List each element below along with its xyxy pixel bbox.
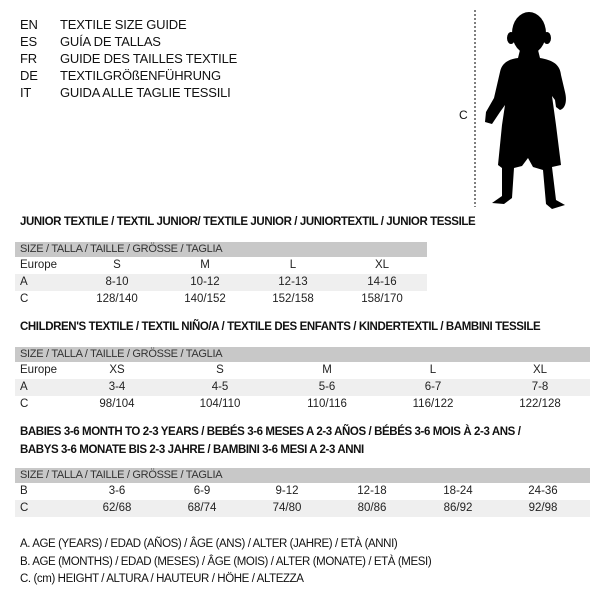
row-label: C <box>20 502 29 514</box>
children-table: SIZE / TALLA / TAILLE / GRÖSSE / TAGLIA … <box>15 347 590 413</box>
lang-title: GUÍA DE TALLAS <box>60 34 161 49</box>
lang-en: EN TEXTILE SIZE GUIDE <box>20 16 187 34</box>
lang-title: GUIDE DES TAILLES TEXTILE <box>60 51 238 66</box>
row-label: Europe <box>20 259 58 271</box>
cell: 104/110 <box>199 398 241 410</box>
table-row: A 3-4 4-5 5-6 6-7 7-8 <box>15 379 590 396</box>
table-row: B 3-6 6-9 9-12 12-18 18-24 24-36 <box>15 483 590 500</box>
cell: 5-6 <box>318 381 336 393</box>
cell: 116/122 <box>412 398 454 410</box>
cell: 110/116 <box>307 398 347 410</box>
lang-code: IT <box>20 85 32 100</box>
cell: 98/104 <box>99 398 135 410</box>
cell: M <box>200 259 210 271</box>
cell: 80/86 <box>357 502 387 514</box>
cell: 10-12 <box>190 276 220 288</box>
row-label: A <box>20 381 28 393</box>
cell: 68/74 <box>187 502 217 514</box>
legend-a: A. AGE (YEARS) / EDAD (AÑOS) / ÂGE (ANS)… <box>20 538 398 550</box>
table-row: C 128/140 140/152 152/158 158/170 <box>15 291 427 308</box>
cell: 152/158 <box>272 293 314 305</box>
table-row: A 8-10 10-12 12-13 14-16 <box>15 274 427 291</box>
cell: XS <box>109 364 125 376</box>
children-title: CHILDREN'S TEXTILE / TEXTIL NIÑO/A / TEX… <box>20 321 541 333</box>
cell: XL <box>532 364 548 376</box>
table-header: SIZE / TALLA / TAILLE / GRÖSSE / TAGLIA <box>15 468 590 483</box>
junior-table: SIZE / TALLA / TAILLE / GRÖSSE / TAGLIA … <box>15 242 427 308</box>
babies-table: SIZE / TALLA / TAILLE / GRÖSSE / TAGLIA … <box>15 468 590 517</box>
babies-title-line1: BABIES 3-6 MONTH TO 2-3 YEARS / BEBÉS 3-… <box>20 426 521 438</box>
cell: 128/140 <box>96 293 138 305</box>
row-label: C <box>20 398 29 410</box>
cell: 92/98 <box>528 502 558 514</box>
table-row: Europe XS S M L XL <box>15 362 590 379</box>
lang-it: IT GUIDA ALLE TAGLIE TESSILI <box>20 84 231 102</box>
junior-title: JUNIOR TEXTILE / TEXTIL JUNIOR/ TEXTILE … <box>20 216 476 228</box>
table-row: C 62/68 68/74 74/80 80/86 86/92 92/98 <box>15 500 590 517</box>
lang-code: DE <box>20 68 38 83</box>
child-silhouette-icon <box>474 10 566 209</box>
cell: 14-16 <box>367 276 397 288</box>
cell: 3-6 <box>108 485 126 497</box>
cell: 4-5 <box>211 381 229 393</box>
cell: 74/80 <box>272 502 302 514</box>
cell: L <box>429 364 437 376</box>
lang-title: TEXTILGRÖßENFÜHRUNG <box>60 68 221 83</box>
legend-b: B. AGE (MONTHS) / EDAD (MESES) / ÂGE (MO… <box>20 556 432 568</box>
lang-code: FR <box>20 51 37 66</box>
table-header: SIZE / TALLA / TAILLE / GRÖSSE / TAGLIA <box>15 347 590 362</box>
lang-code: ES <box>20 34 37 49</box>
cell: S <box>113 259 121 271</box>
legend-c: C. (cm) HEIGHT / ALTURA / HAUTEUR / HÖHE… <box>20 573 304 585</box>
babies-title-line2: BABYS 3-6 MONATE BIS 2-3 JAHRE / BAMBINI… <box>20 444 364 456</box>
cell: 122/128 <box>519 398 561 410</box>
cell: 8-10 <box>105 276 129 288</box>
row-label: Europe <box>20 364 58 376</box>
cell: 18-24 <box>443 485 473 497</box>
cell: 6-7 <box>424 381 442 393</box>
cell: M <box>322 364 332 376</box>
height-label: C <box>459 108 468 122</box>
cell: 86/92 <box>443 502 473 514</box>
cell: 158/170 <box>361 293 403 305</box>
table-row: Europe S M L XL <box>15 257 427 274</box>
lang-fr: FR GUIDE DES TAILLES TEXTILE <box>20 50 237 68</box>
lang-title: GUIDA ALLE TAGLIE TESSILI <box>60 85 231 100</box>
cell: 12-18 <box>357 485 387 497</box>
cell: 7-8 <box>531 381 549 393</box>
lang-code: EN <box>20 17 38 32</box>
cell: 12-13 <box>278 276 308 288</box>
cell: S <box>216 364 224 376</box>
table-row: C 98/104 104/110 110/116 116/122 122/128 <box>15 396 590 413</box>
lang-es: ES GUÍA DE TALLAS <box>20 33 161 51</box>
row-label: B <box>20 485 28 497</box>
cell: 140/152 <box>184 293 226 305</box>
row-label: C <box>20 293 29 305</box>
cell: 3-4 <box>108 381 126 393</box>
table-header: SIZE / TALLA / TAILLE / GRÖSSE / TAGLIA <box>15 242 427 257</box>
cell: 9-12 <box>275 485 299 497</box>
lang-de: DE TEXTILGRÖßENFÜHRUNG <box>20 67 221 85</box>
cell: 62/68 <box>102 502 132 514</box>
lang-title: TEXTILE SIZE GUIDE <box>60 17 187 32</box>
cell: XL <box>374 259 390 271</box>
silhouette <box>485 12 566 209</box>
cell: 6-9 <box>193 485 211 497</box>
row-label: A <box>20 276 28 288</box>
cell: 24-36 <box>528 485 558 497</box>
cell: L <box>289 259 297 271</box>
